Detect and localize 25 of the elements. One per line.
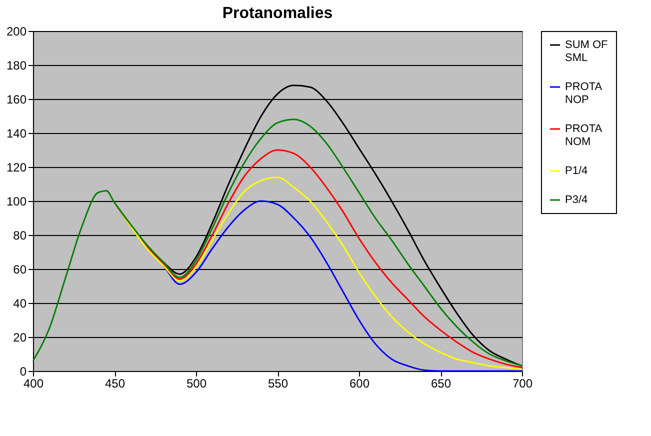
y-tick-label: 140 bbox=[6, 126, 27, 140]
y-tick-label: 120 bbox=[6, 160, 27, 174]
x-tick-label: 450 bbox=[104, 376, 126, 390]
y-tick-label: 200 bbox=[6, 24, 27, 38]
y-tick-label: 20 bbox=[13, 330, 27, 344]
y-tick-label: 180 bbox=[6, 58, 27, 72]
legend-label: P3/4 bbox=[565, 194, 588, 206]
line-series bbox=[32, 118, 523, 367]
x-tick-label: 550 bbox=[268, 376, 288, 390]
x-tick-label: 700 bbox=[512, 376, 533, 390]
y-tick-label: 0 bbox=[20, 364, 27, 378]
y-tick-label: 80 bbox=[13, 228, 27, 242]
chart-title: Protanomalies bbox=[222, 5, 333, 22]
x-tick-label: 650 bbox=[430, 376, 452, 390]
legend-label: PROTA NOP bbox=[565, 81, 603, 106]
x-tick-label: 600 bbox=[349, 376, 370, 390]
y-tick-label: 160 bbox=[6, 92, 27, 106]
legend-label: P1/4 bbox=[565, 165, 588, 177]
x-tick-label: 400 bbox=[23, 376, 44, 390]
y-tick-label: 100 bbox=[6, 194, 27, 208]
y-tick-label: 60 bbox=[13, 262, 27, 276]
x-tick-label: 500 bbox=[186, 376, 207, 390]
legend-label: PROTA NOM bbox=[565, 123, 603, 148]
legend-label: SUM OF SML bbox=[565, 39, 608, 64]
y-tick-label: 40 bbox=[13, 296, 27, 310]
